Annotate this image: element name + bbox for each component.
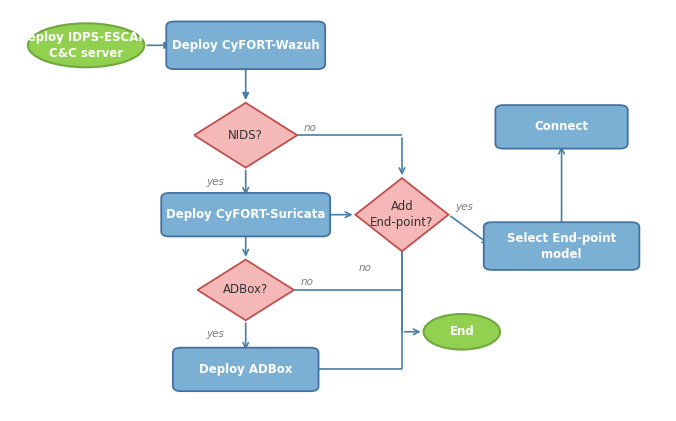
Polygon shape [194, 103, 297, 168]
Text: no: no [301, 277, 314, 288]
Ellipse shape [28, 23, 144, 67]
Text: yes: yes [206, 177, 224, 187]
Text: no: no [359, 263, 372, 273]
Text: Connect: Connect [535, 120, 589, 133]
Text: Deploy CyFORT-Wazuh: Deploy CyFORT-Wazuh [172, 39, 320, 52]
FancyBboxPatch shape [173, 348, 318, 391]
Text: NIDS?: NIDS? [228, 129, 263, 142]
FancyBboxPatch shape [162, 193, 330, 237]
Text: yes: yes [455, 202, 473, 212]
Polygon shape [197, 260, 294, 320]
Text: Deploy CyFORT-Suricata: Deploy CyFORT-Suricata [166, 208, 325, 221]
Polygon shape [356, 178, 448, 251]
Text: yes: yes [206, 329, 224, 338]
FancyBboxPatch shape [484, 222, 639, 270]
Text: Deploy IDPS-ESCAPE
C&C server: Deploy IDPS-ESCAPE C&C server [18, 31, 155, 60]
FancyBboxPatch shape [166, 21, 325, 69]
Text: no: no [304, 123, 317, 133]
Text: End: End [450, 325, 474, 338]
Ellipse shape [424, 314, 500, 349]
Text: Select End-point
model: Select End-point model [507, 232, 617, 261]
Text: ADBox?: ADBox? [223, 283, 268, 296]
FancyBboxPatch shape [496, 105, 628, 149]
Text: Add
End-point?: Add End-point? [370, 200, 433, 229]
Text: Deploy ADBox: Deploy ADBox [199, 363, 293, 376]
